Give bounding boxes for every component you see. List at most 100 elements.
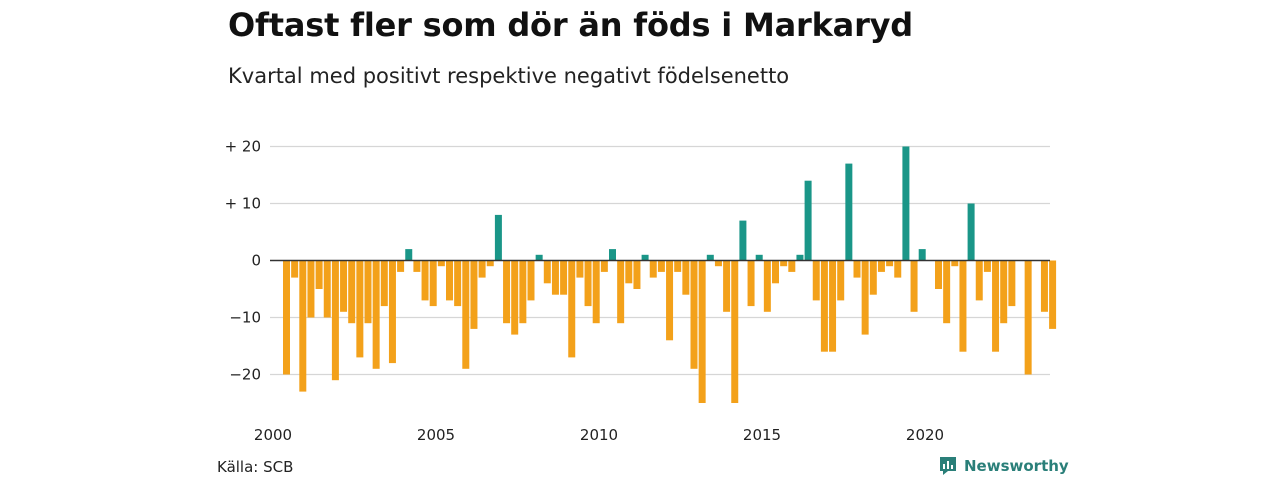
bar	[315, 260, 323, 289]
bar	[845, 163, 853, 261]
bar	[535, 254, 543, 261]
bar	[560, 260, 568, 295]
x-tick-label: 2015	[743, 426, 781, 444]
bar	[690, 260, 698, 369]
bar	[397, 260, 405, 272]
brand-logo: Newsworthy	[938, 456, 1069, 476]
bar	[674, 260, 682, 272]
bar	[812, 260, 820, 301]
y-tick-label: −20	[229, 366, 261, 384]
bar	[747, 260, 755, 307]
grid-lines	[270, 145, 1050, 376]
x-tick-label: 2000	[254, 426, 292, 444]
bar	[429, 260, 437, 307]
bar	[943, 260, 951, 324]
bar	[910, 260, 918, 312]
bar	[519, 260, 527, 324]
bar	[853, 260, 861, 278]
bar	[584, 260, 592, 307]
bar	[609, 249, 616, 261]
bar	[959, 260, 967, 352]
bar	[462, 260, 470, 369]
bar	[820, 260, 828, 352]
newsworthy-logo-icon	[940, 457, 956, 475]
bar	[372, 260, 380, 369]
bar	[992, 260, 1000, 352]
bar	[380, 260, 388, 307]
bar	[421, 260, 429, 301]
bar	[299, 260, 307, 392]
bar	[935, 260, 942, 289]
bar	[723, 260, 731, 312]
bar	[1000, 260, 1008, 324]
bar	[1024, 260, 1032, 375]
bar	[714, 260, 722, 267]
bar	[983, 260, 991, 272]
bar	[446, 260, 453, 301]
chart-title: Oftast fler som dör än föds i Markaryd	[228, 6, 914, 44]
bar	[918, 249, 926, 261]
bar	[307, 260, 315, 318]
bar	[763, 260, 771, 312]
bar	[829, 260, 837, 352]
x-tick-label: 2010	[580, 426, 618, 444]
bar	[1008, 260, 1016, 307]
bar	[364, 260, 372, 324]
bar	[503, 260, 511, 324]
bar	[486, 260, 494, 267]
bar	[796, 254, 804, 261]
bar	[869, 260, 877, 295]
bar	[886, 260, 894, 267]
bar	[511, 260, 519, 335]
bar	[902, 146, 910, 261]
bar	[682, 260, 690, 295]
bar	[331, 260, 339, 381]
bar	[788, 260, 796, 272]
bar	[437, 260, 445, 267]
bar	[780, 260, 788, 267]
x-tick-label: 2005	[417, 426, 455, 444]
y-tick-label: 0	[251, 252, 261, 270]
y-tick-label: + 20	[225, 138, 261, 156]
bar	[340, 260, 348, 312]
bar	[706, 254, 714, 261]
bar	[772, 260, 779, 284]
bar	[1049, 260, 1057, 329]
bar	[837, 260, 845, 301]
bar	[633, 260, 641, 289]
bar	[861, 260, 869, 335]
bar	[413, 260, 421, 272]
bar	[388, 260, 396, 364]
y-tick-label: + 10	[225, 195, 261, 213]
bar	[323, 260, 331, 318]
bar	[657, 260, 665, 272]
bar	[731, 260, 739, 403]
bar	[568, 260, 576, 358]
bar	[617, 260, 625, 324]
bar	[283, 260, 290, 375]
bar	[666, 260, 674, 341]
bar	[641, 254, 649, 261]
brand-name: Newsworthy	[964, 457, 1069, 475]
x-axis: 2000 2005 2010 2015 2020	[254, 426, 944, 444]
bars	[283, 146, 1057, 403]
bar	[951, 260, 959, 267]
source-note: Källa: SCB	[217, 458, 294, 476]
bar	[478, 260, 486, 278]
bar	[894, 260, 902, 278]
bar	[527, 260, 535, 301]
bar	[698, 260, 706, 403]
bar	[348, 260, 356, 324]
x-tick-label: 2020	[906, 426, 944, 444]
bar	[755, 254, 763, 261]
bar	[649, 260, 657, 278]
bar	[494, 214, 502, 261]
bar	[600, 260, 608, 272]
bar	[405, 249, 413, 261]
bar	[877, 260, 885, 272]
bar	[1040, 260, 1048, 312]
bar	[739, 220, 747, 261]
bar	[470, 260, 478, 329]
bar	[625, 260, 633, 284]
